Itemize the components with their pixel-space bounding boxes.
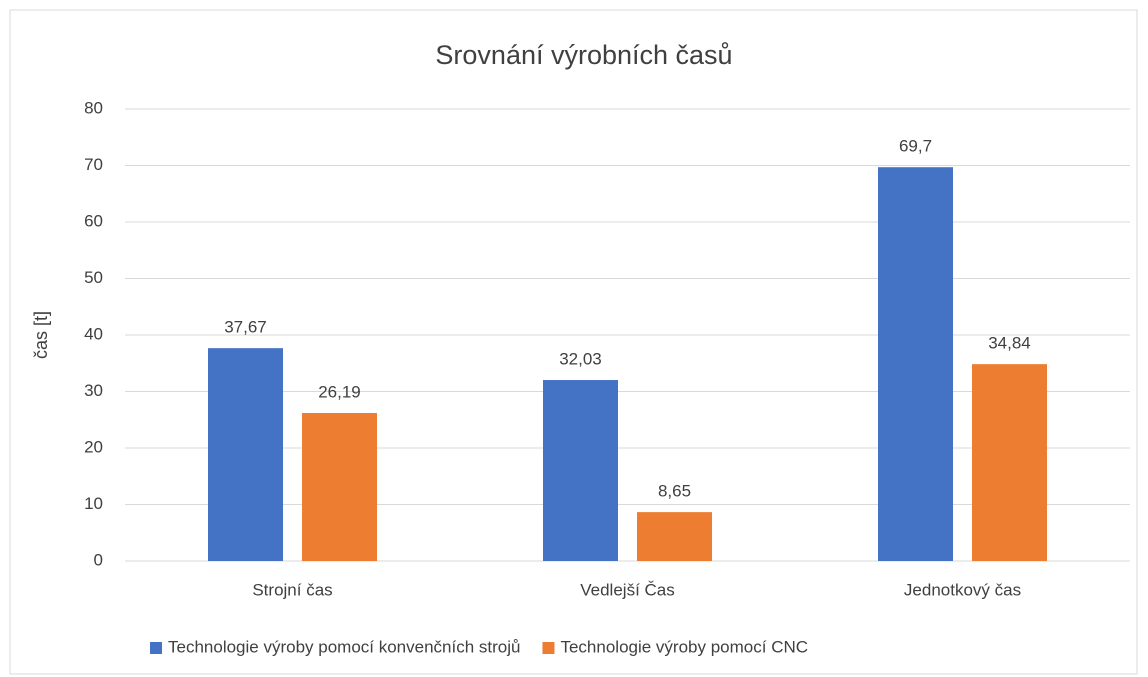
y-tick-label: 80: [84, 98, 103, 117]
y-axis-label: čas [t]: [31, 311, 51, 359]
x-tick-label: Strojní čas: [252, 580, 332, 599]
y-tick-label: 60: [84, 211, 103, 230]
bar: [637, 512, 712, 561]
value-label: 8,65: [658, 482, 691, 501]
x-tick-label: Vedlejší Čas: [580, 580, 675, 599]
legend-label: Technologie výroby pomocí CNC: [560, 637, 808, 656]
y-tick-label: 40: [84, 324, 103, 343]
chart-title: Srovnání výrobních časů: [435, 40, 732, 70]
bar: [543, 380, 618, 561]
value-label: 34,84: [988, 334, 1031, 353]
value-label: 32,03: [559, 350, 602, 369]
value-label: 26,19: [318, 383, 361, 402]
bar: [302, 413, 377, 561]
legend-swatch: [150, 642, 162, 654]
bar: [972, 364, 1047, 561]
y-tick-label: 0: [94, 550, 103, 569]
chart-border: [9, 9, 1138, 675]
x-tick-label: Jednotkový čas: [904, 580, 1021, 599]
bar: [878, 167, 953, 561]
y-tick-label: 50: [84, 268, 103, 287]
bar: [208, 348, 283, 561]
y-tick-label: 30: [84, 381, 103, 400]
legend-swatch: [542, 642, 555, 654]
y-tick-label: 20: [84, 437, 103, 456]
y-tick-label: 70: [84, 155, 103, 174]
value-label: 37,67: [224, 318, 267, 337]
legend-label: Technologie výroby pomocí konvenčních st…: [168, 637, 520, 656]
value-label: 69,7: [899, 137, 932, 156]
y-tick-label: 10: [84, 494, 103, 513]
